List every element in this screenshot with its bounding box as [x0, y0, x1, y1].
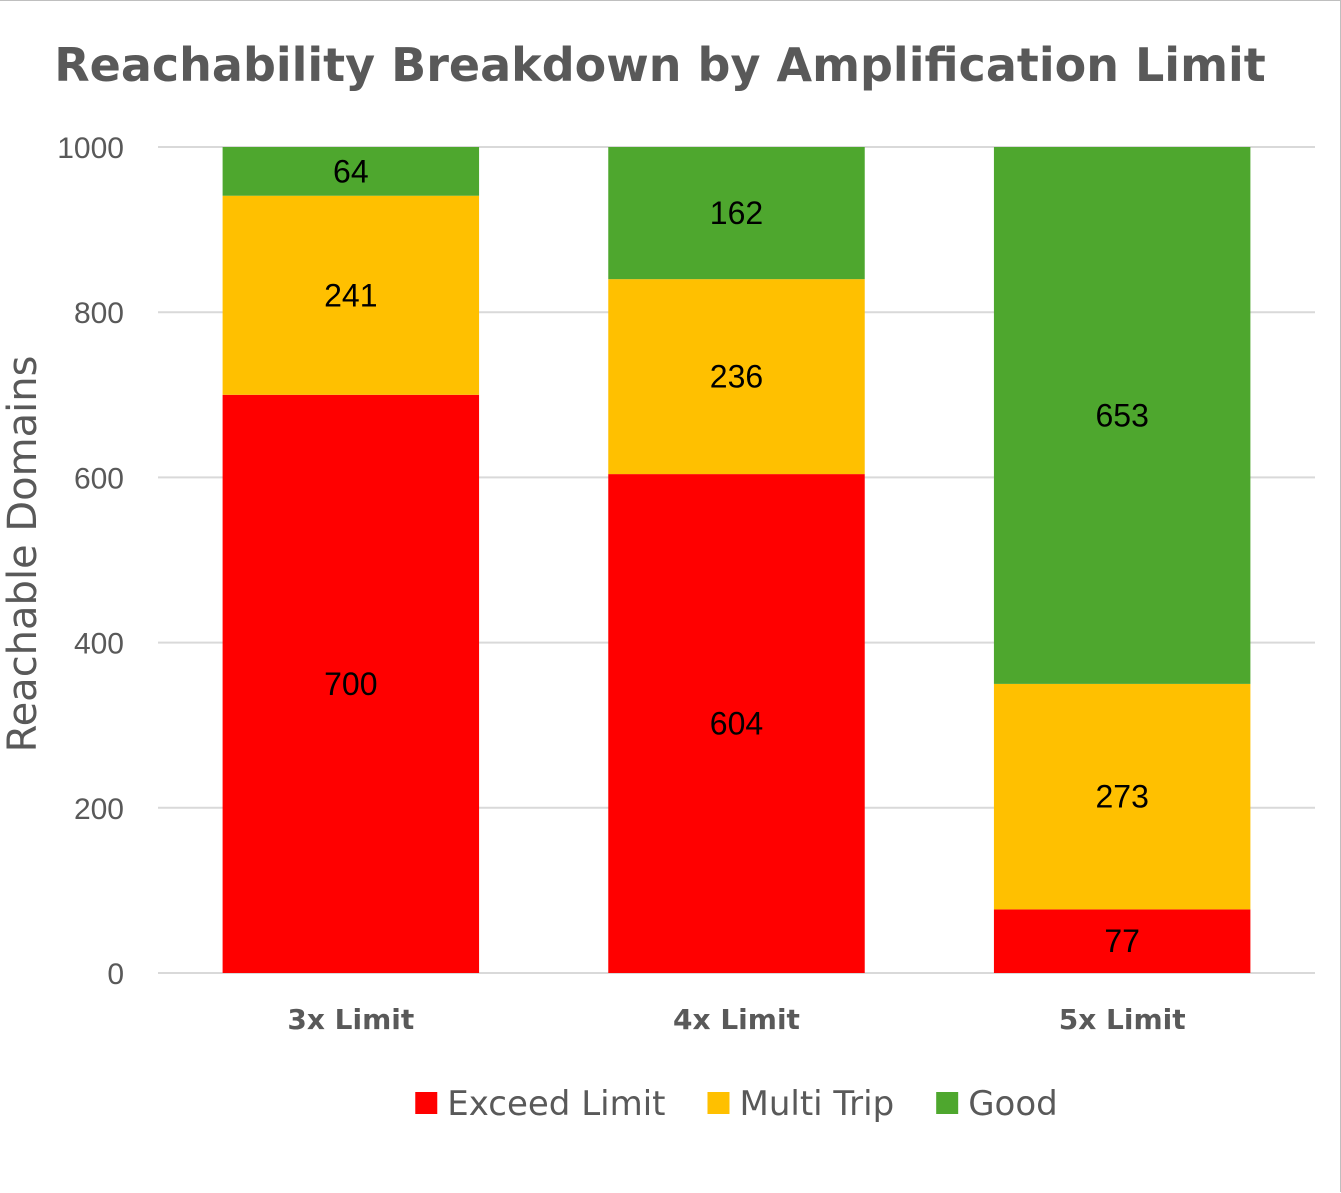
- bar-segment: [993, 909, 1251, 973]
- bar-segment: [608, 147, 865, 280]
- data-label: 236: [710, 359, 763, 395]
- legend-swatch: [415, 1092, 438, 1114]
- bar-segment: [222, 195, 480, 395]
- y-axis-label: Reachable Domains: [0, 356, 46, 753]
- data-label: 64: [333, 153, 369, 189]
- data-label: 77: [1104, 923, 1140, 959]
- y-tick-label: 200: [74, 793, 124, 826]
- bars: [222, 147, 1251, 973]
- bar-segment: [993, 147, 1251, 684]
- data-labels: 700 241 64 604 236 162 77 273 653: [324, 153, 1149, 959]
- x-tick-label: 4x Limit: [673, 1003, 800, 1036]
- bar-segment: [993, 683, 1251, 910]
- bar-segment: [222, 394, 480, 973]
- legend-label: Exceed Limit: [447, 1084, 665, 1124]
- y-tick-label: 600: [74, 462, 124, 495]
- bar-segment: [222, 147, 480, 196]
- legend-swatch: [707, 1092, 730, 1114]
- x-tick-label: 3x Limit: [287, 1003, 414, 1036]
- y-tick-label: 1000: [57, 132, 124, 165]
- y-tick-label: 0: [107, 958, 124, 991]
- legend-swatch: [936, 1092, 959, 1114]
- legend-item: Multi Trip: [707, 1084, 894, 1124]
- data-label: 700: [324, 666, 377, 702]
- legend-item: Exceed Limit: [415, 1084, 665, 1124]
- y-axis-ticks: 0 200 400 600 800 1000: [57, 132, 124, 991]
- bar-segment: [608, 279, 865, 475]
- chart-title: Reachability Breakdown by Amplification …: [54, 38, 1266, 92]
- bar-segment: [608, 474, 865, 973]
- data-label: 653: [1095, 397, 1148, 433]
- legend: Exceed Limit Multi Trip Good: [415, 1084, 1058, 1124]
- legend-label: Multi Trip: [739, 1084, 894, 1124]
- data-label: 273: [1095, 779, 1148, 815]
- x-tick-label: 5x Limit: [1059, 1003, 1186, 1036]
- data-label: 162: [710, 195, 763, 231]
- y-tick-label: 800: [74, 297, 124, 330]
- y-tick-label: 400: [74, 628, 124, 661]
- legend-label: Good: [968, 1084, 1058, 1124]
- x-axis-ticks: 3x Limit 4x Limit 5x Limit: [287, 1003, 1185, 1036]
- data-label: 241: [324, 277, 377, 313]
- legend-item: Good: [936, 1084, 1058, 1124]
- data-label: 604: [710, 706, 763, 742]
